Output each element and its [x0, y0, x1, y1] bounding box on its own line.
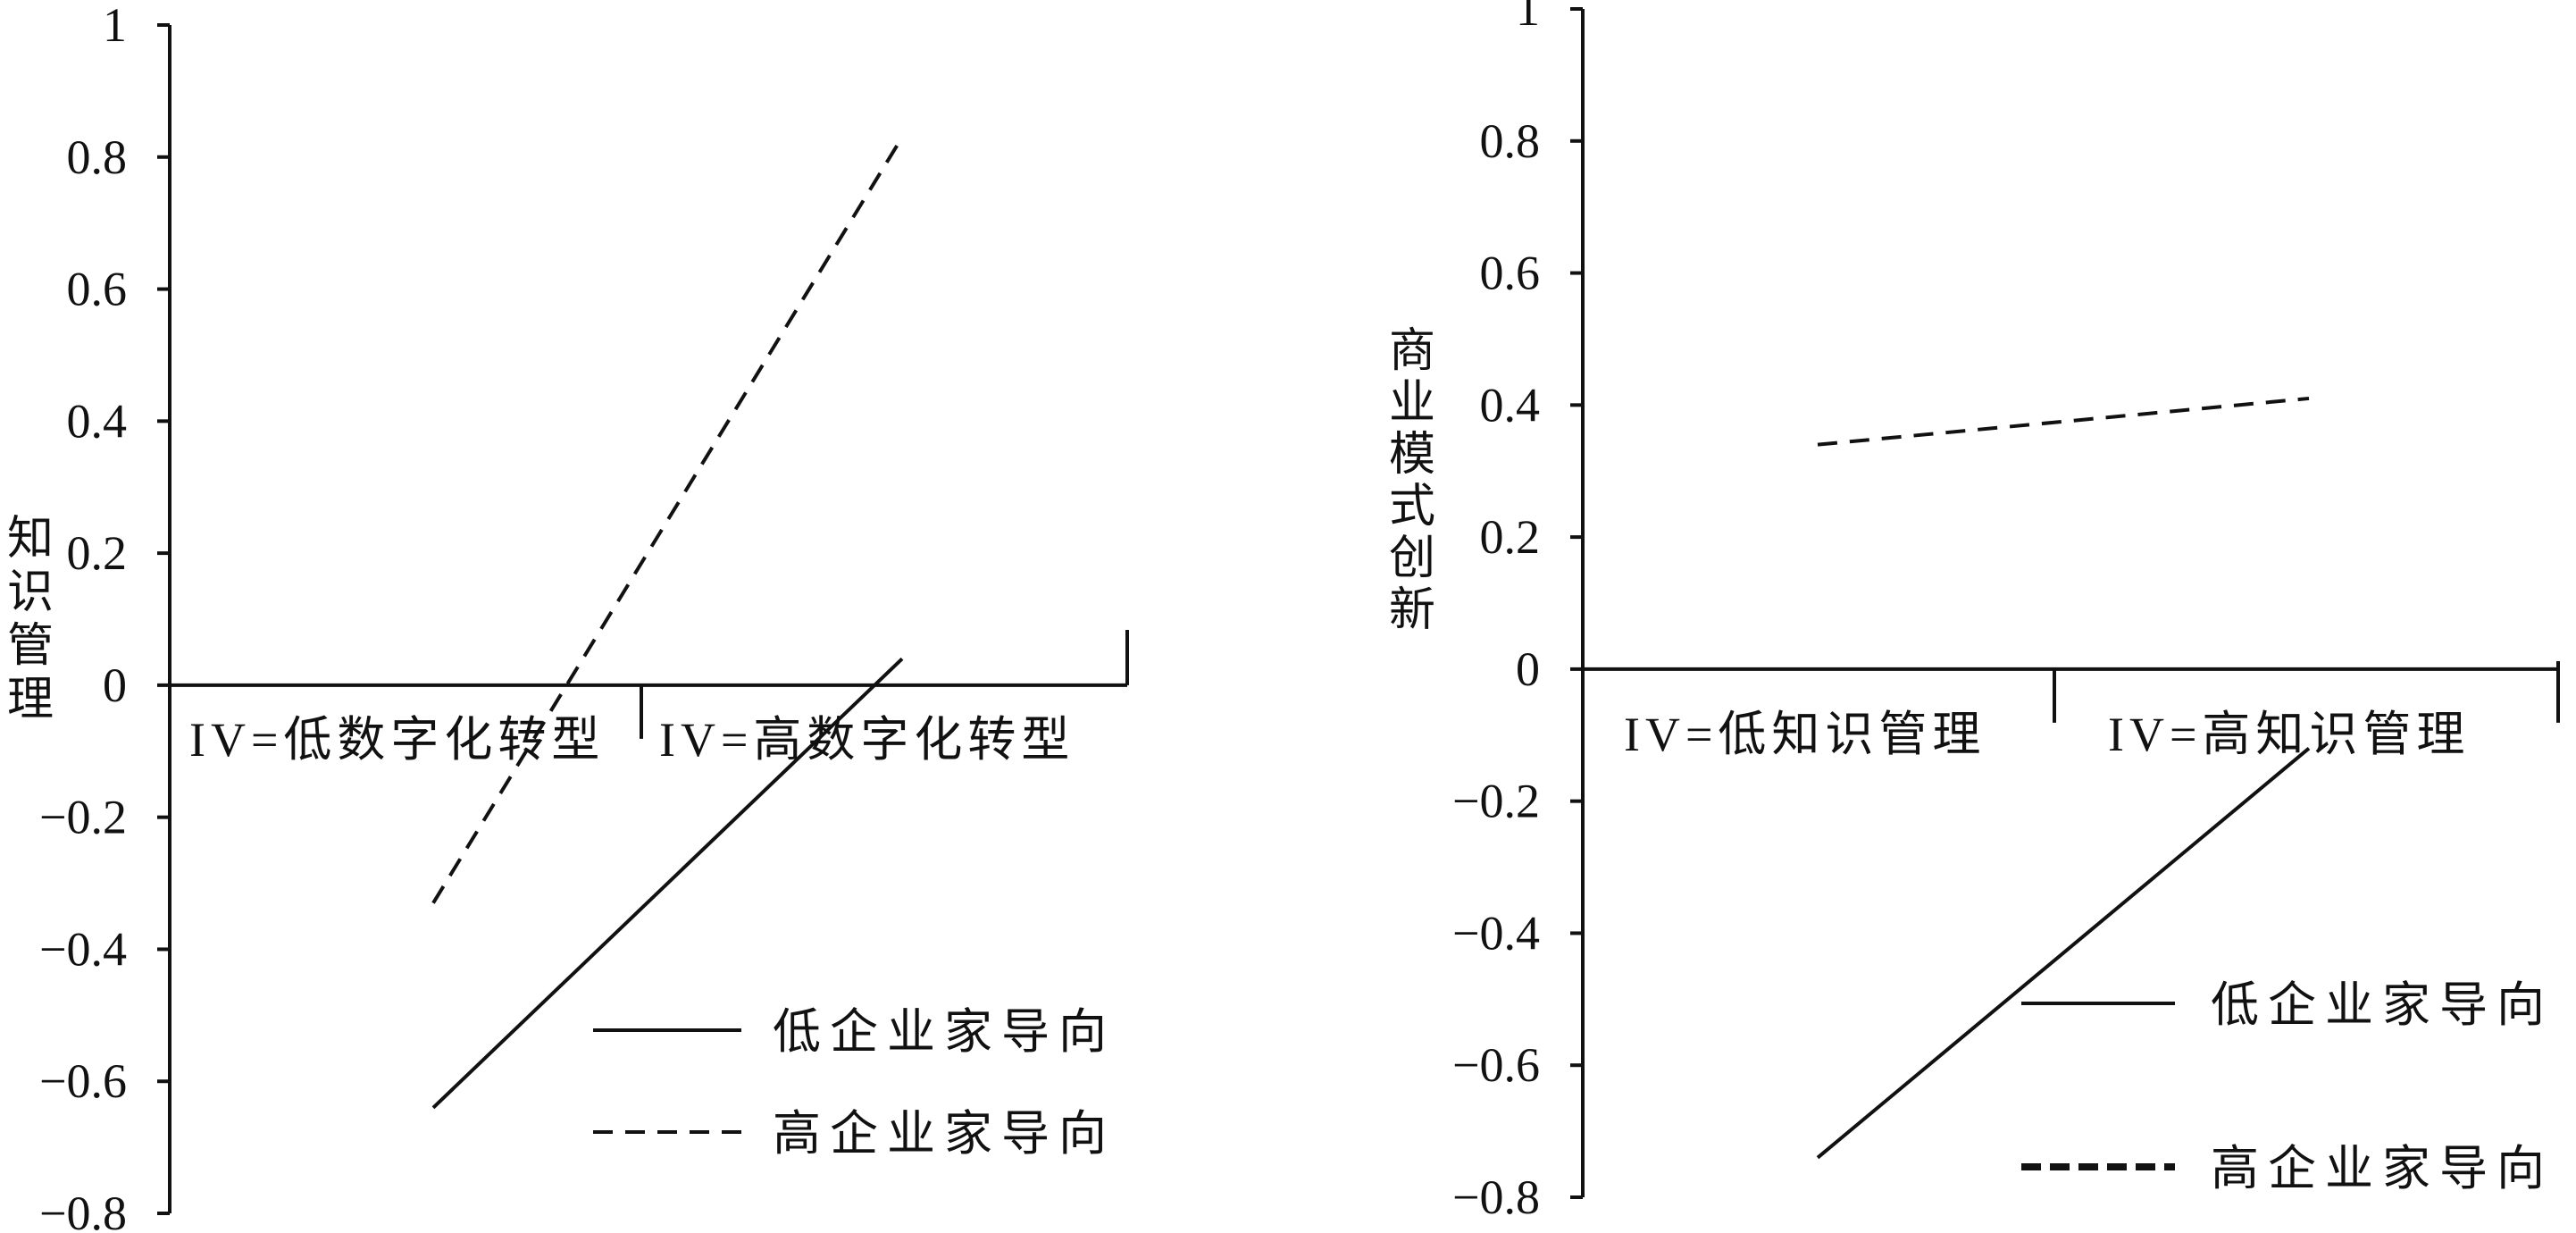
y-tick-label: 0.8 [67, 130, 128, 184]
category-label-high: IV=高知识管理 [2108, 708, 2470, 761]
category-label-high: IV=高数字化转型 [659, 713, 1075, 767]
y-axis-label-char: 理 [7, 673, 54, 726]
y-axis-label-char: 业 [1389, 376, 1435, 430]
y-tick-label: 0.8 [1480, 114, 1541, 168]
legend-label-low: 低企业家导向 [773, 1003, 1116, 1060]
chart-2: 10.80.60.40.20−0.2−0.4−0.6−0.8 IV=低知识管理 … [1389, 0, 2560, 1224]
y-tick-label: 0 [103, 658, 127, 712]
y-tick-label: −0.6 [39, 1054, 127, 1108]
y-axis-label-char: 式 [1389, 480, 1435, 533]
y-axis-label-char: 管 [7, 619, 54, 673]
legend-label-high: 高企业家导向 [773, 1105, 1116, 1162]
chart-1: 1 0.8 0.6 0.4 0.2 0 −0.2 −0.4 −0.6 −0.8 IV=低数字化转型… [7, 0, 1129, 1233]
y-tick-label: 0.6 [67, 263, 128, 316]
y-tick-label: −0.2 [1452, 775, 1540, 828]
y-axis-label-char: 新 [1389, 583, 1435, 637]
y-axis-label-char: 模 [1389, 428, 1435, 482]
y-axis-label: 知识管理 [7, 512, 54, 726]
y-tick-label: −0.4 [1452, 906, 1540, 960]
y-tick-label: 0 [1516, 642, 1540, 696]
category-label-low: IV=低数字化转型 [189, 713, 605, 767]
y-tick-label: −0.6 [1452, 1038, 1540, 1092]
series-line-high-entrepreneurial [1817, 396, 2310, 447]
category-label-low: IV=低知识管理 [1624, 708, 1986, 761]
series-line-low-entrepreneurial [431, 657, 904, 1110]
y-tick-label: −0.8 [1452, 1170, 1540, 1224]
y-tick-label: 0.4 [1480, 378, 1541, 432]
y-axis-label-char: 商 [1389, 324, 1435, 378]
y-tick-label: −0.4 [39, 922, 127, 976]
series-line-high-entrepreneurial [431, 136, 904, 904]
y-axis-label-char: 识 [7, 566, 54, 619]
y-axis-label-char: 创 [1389, 532, 1435, 585]
legend-label-low: 低企业家导向 [2211, 977, 2554, 1033]
y-tick-label: 0.6 [1480, 247, 1541, 300]
y-tick-label: 0.4 [67, 394, 128, 448]
y-axis-label-char: 知 [7, 512, 54, 566]
y-tick-label: −0.8 [39, 1187, 127, 1233]
legend-label-high: 高企业家导向 [2211, 1140, 2554, 1196]
y-tick-label: −0.2 [39, 791, 127, 844]
y-tick-label: 0.2 [1480, 510, 1541, 564]
y-tick-label: 1 [1516, 0, 1540, 36]
y-tick-label: 1 [103, 0, 127, 52]
series-line-low-entrepreneurial [1816, 747, 2311, 1160]
y-tick-label: 0.2 [67, 526, 128, 580]
y-ticks: 1 0.8 0.6 0.4 0.2 0 −0.2 −0.4 −0.6 −0.8 [39, 0, 170, 1233]
y-ticks: 1 0.8 0.6 0.4 0.2 0 −0.2 −0.4 −0.6 −0.8 [1452, 0, 1583, 1224]
